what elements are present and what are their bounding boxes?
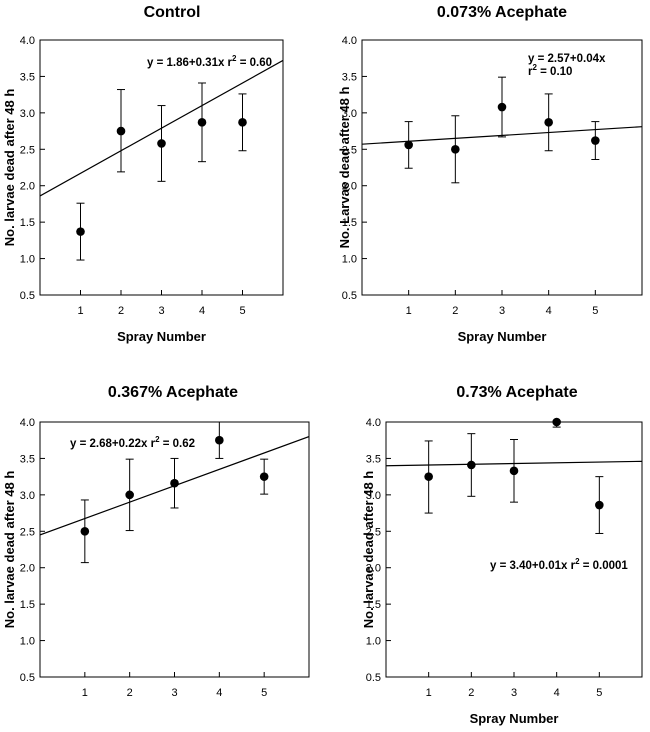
y-tick-label: 4.0 <box>342 35 357 47</box>
y-tick-label: 1.0 <box>20 254 35 266</box>
x-axis-label: Spray Number <box>458 329 547 344</box>
x-tick-label: 5 <box>261 687 267 699</box>
y-tick-label: 1.5 <box>342 217 357 229</box>
y-tick-label: 2.0 <box>366 563 381 575</box>
data-point <box>125 490 134 500</box>
data-point <box>595 500 604 510</box>
y-tick-label: 2.5 <box>20 526 35 538</box>
x-tick-label: 4 <box>199 305 205 317</box>
y-axis-label: No. Larvae dead after 48 h <box>337 87 352 249</box>
y-tick-label: 3.5 <box>20 71 35 83</box>
y-tick-label: 4.0 <box>366 417 381 429</box>
x-tick-label: 5 <box>596 687 602 699</box>
data-point <box>116 126 126 136</box>
x-tick-label: 3 <box>499 305 505 317</box>
x-tick-label: 5 <box>592 305 598 317</box>
y-tick-label: 3.0 <box>20 108 35 120</box>
x-tick-label: 2 <box>468 687 474 699</box>
y-tick-label: 0.5 <box>366 672 381 684</box>
chart-title: Control <box>144 4 201 21</box>
regression-equation: y = 2.68+0.22x r2 = 0.62 <box>70 435 195 450</box>
y-tick-label: 1.0 <box>20 636 35 648</box>
data-point <box>497 102 507 112</box>
x-tick-label: 1 <box>77 305 83 317</box>
y-axis-label: No. larvae dead after 48 h <box>2 471 17 629</box>
x-tick-label: 4 <box>546 305 552 317</box>
y-tick-label: 2.0 <box>342 181 357 193</box>
y-tick-label: 2.5 <box>20 144 35 156</box>
y-tick-label: 2.0 <box>20 563 35 575</box>
data-point <box>238 118 247 127</box>
x-axis-label: Spray Number <box>470 711 559 726</box>
r-squared-label: r2 = 0.10 <box>528 63 572 78</box>
y-tick-label: 3.5 <box>20 453 35 465</box>
y-tick-label: 0.5 <box>342 290 357 302</box>
x-tick-label: 4 <box>554 687 560 699</box>
chart-title: 0.367% Acephate <box>108 384 238 401</box>
chart-panel-3: 0.367% Acephate 0.5 1.0 1.5 2.0 2.5 3.0 3.5 4.0 1… <box>2 384 310 699</box>
y-tick-label: 3.0 <box>20 490 35 502</box>
data-point <box>424 472 433 481</box>
data-point <box>259 472 269 481</box>
y-axis-label: No. larvae dead after 48 h <box>361 471 376 629</box>
x-tick-label: 2 <box>118 305 124 317</box>
x-tick-label: 5 <box>239 305 245 317</box>
regression-equation: y = 2.57+0.04x <box>528 53 606 65</box>
data-point <box>544 118 553 127</box>
data-point <box>404 140 413 150</box>
x-axis-label: Spray Number <box>117 329 206 344</box>
y-tick-label: 3.5 <box>342 71 357 83</box>
y-tick-label: 3.0 <box>342 108 357 120</box>
y-tick-label: 2.5 <box>366 526 381 538</box>
x-tick-label: 4 <box>216 687 222 699</box>
x-tick-label: 1 <box>406 305 412 317</box>
y-tick-label: 0.5 <box>20 290 35 302</box>
data-point <box>467 460 476 470</box>
y-tick-label: 1.0 <box>342 254 357 266</box>
x-tick-label: 1 <box>82 687 88 699</box>
x-tick-label: 1 <box>426 687 432 699</box>
x-tick-label: 3 <box>158 305 164 317</box>
data-point <box>80 526 90 536</box>
y-axis-label: No. larvae dead after 48 h <box>2 89 17 247</box>
data-point <box>76 227 85 236</box>
y-tick-label: 1.5 <box>20 599 35 611</box>
regression-equation: y = 1.86+0.31x r2 = 0.60 <box>147 54 272 69</box>
data-point <box>157 139 166 148</box>
y-tick-label: 4.0 <box>20 35 35 47</box>
y-tick-label: 1.0 <box>366 636 381 648</box>
y-tick-label: 3.5 <box>366 453 381 465</box>
chart-panel-1: Control 0.5 1.0 1.5 2.0 2.5 3.0 3.5 4.0 1 2 3 4 5 No. … <box>2 4 284 344</box>
data-point <box>170 478 179 488</box>
chart-panel-4: 0.73% Acephate 0.5 1.0 1.5 2.0 2.5 3.0 3.5 4.0 1 2… <box>361 384 643 726</box>
data-point <box>509 466 519 476</box>
x-tick-label: 2 <box>452 305 458 317</box>
y-tick-label: 4.0 <box>20 417 35 429</box>
y-tick-label: 3.0 <box>366 490 381 502</box>
chart-panel-2: 0.073% Acephate 0.5 1.0 1.5 2.0 2.5 3.0 3.5 4.0 1… <box>337 4 643 344</box>
x-tick-label: 3 <box>171 687 177 699</box>
data-point <box>451 144 460 154</box>
y-tick-label: 1.5 <box>366 599 381 611</box>
data-point <box>591 136 600 145</box>
y-tick-label: 2.0 <box>20 181 35 193</box>
chart-title: 0.73% Acephate <box>456 384 577 401</box>
y-tick-label: 0.5 <box>20 672 35 684</box>
x-tick-label: 3 <box>511 687 517 699</box>
data-point <box>197 118 207 127</box>
y-tick-label: 1.5 <box>20 217 35 229</box>
y-tick-label: 2.5 <box>342 144 357 156</box>
x-tick-label: 2 <box>127 687 133 699</box>
data-point <box>215 435 224 445</box>
chart-title: 0.073% Acephate <box>437 4 567 21</box>
data-point <box>552 417 561 427</box>
regression-equation: y = 3.40+0.01x r2 = 0.0001 <box>490 557 628 572</box>
